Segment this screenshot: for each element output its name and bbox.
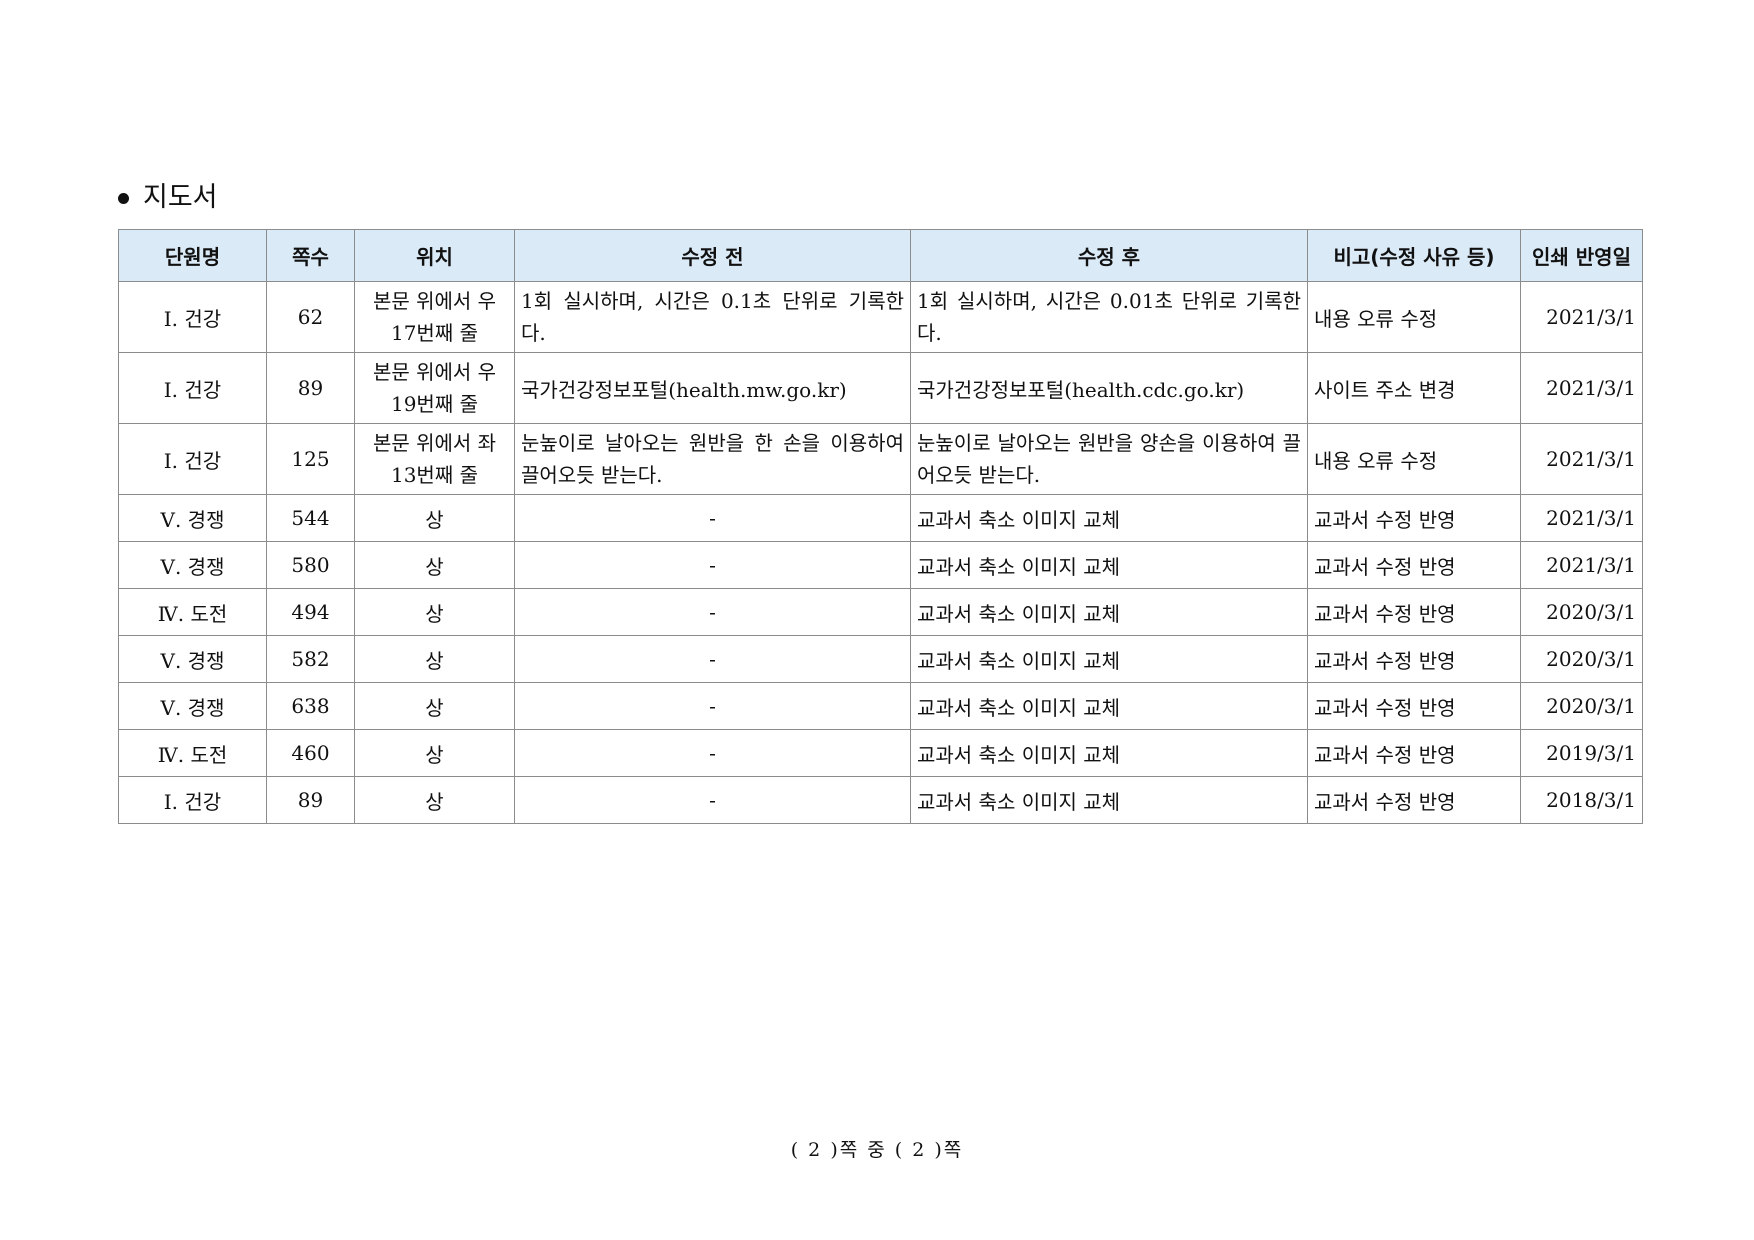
cell-unit: Ⅳ. 도전 (118, 729, 267, 777)
cell-page: 638 (266, 682, 355, 730)
cell-page: 62 (266, 281, 355, 353)
cell-note: 사이트 주소 변경 (1307, 352, 1521, 424)
cell-after: 교과서 축소 이미지 교체 (910, 588, 1308, 636)
cell-date: 2021/3/1 (1520, 281, 1643, 353)
table-row: Ⅴ. 경쟁 638 상 - 교과서 축소 이미지 교체 교과서 수정 반영 20… (118, 682, 1643, 730)
cell-position: 상 (354, 494, 515, 542)
table-row: Ⅰ. 건강 89 본문 위에서 우19번째 줄 국가건강정보포털(health.… (118, 352, 1643, 424)
header-position: 위치 (354, 229, 515, 282)
cell-page: 460 (266, 729, 355, 777)
page-footer: ( 2 )쪽 중 ( 2 )쪽 (790, 1139, 964, 1161)
cell-before: - (514, 541, 911, 589)
cell-page: 125 (266, 423, 355, 495)
table-row: Ⅴ. 경쟁 582 상 - 교과서 축소 이미지 교체 교과서 수정 반영 20… (118, 635, 1643, 683)
cell-position: 본문 위에서 좌13번째 줄 (354, 423, 515, 495)
cell-after: 눈높이로 날아오는 원반을 양손을 이용하여 끌어오듯 받는다. (910, 423, 1308, 495)
cell-note: 교과서 수정 반영 (1307, 541, 1521, 589)
cell-date: 2021/3/1 (1520, 494, 1643, 542)
cell-unit: Ⅰ. 건강 (118, 352, 267, 424)
cell-unit: Ⅴ. 경쟁 (118, 541, 267, 589)
header-after: 수정 후 (910, 229, 1308, 282)
header-unit: 단원명 (118, 229, 267, 282)
header-page: 쪽수 (266, 229, 355, 282)
cell-position: 상 (354, 635, 515, 683)
cell-after: 1회 실시하며, 시간은 0.01초 단위로 기록한다. (910, 281, 1308, 353)
cell-note: 교과서 수정 반영 (1307, 776, 1521, 824)
table-row: Ⅰ. 건강 62 본문 위에서 우17번째 줄 1회 실시하며, 시간은 0.1… (118, 281, 1643, 353)
cell-after: 교과서 축소 이미지 교체 (910, 541, 1308, 589)
cell-note: 내용 오류 수정 (1307, 423, 1521, 495)
cell-before: - (514, 494, 911, 542)
cell-before: - (514, 588, 911, 636)
cell-unit: Ⅰ. 건강 (118, 776, 267, 824)
cell-unit: Ⅰ. 건강 (118, 423, 267, 495)
cell-unit: Ⅳ. 도전 (118, 588, 267, 636)
cell-page: 89 (266, 352, 355, 424)
header-note: 비고(수정 사유 등) (1307, 229, 1521, 282)
cell-unit: Ⅴ. 경쟁 (118, 494, 267, 542)
cell-note: 교과서 수정 반영 (1307, 635, 1521, 683)
table-row: Ⅰ. 건강 89 상 - 교과서 축소 이미지 교체 교과서 수정 반영 201… (118, 776, 1643, 824)
cell-note: 내용 오류 수정 (1307, 281, 1521, 353)
cell-page: 89 (266, 776, 355, 824)
cell-date: 2021/3/1 (1520, 541, 1643, 589)
table-header-row: 단원명 쪽수 위치 수정 전 수정 후 비고(수정 사유 등) 인쇄 반영일 (118, 229, 1643, 282)
cell-date: 2020/3/1 (1520, 588, 1643, 636)
table-row: Ⅰ. 건강 125 본문 위에서 좌13번째 줄 눈높이로 날아오는 원반을 한… (118, 423, 1643, 495)
cell-after: 교과서 축소 이미지 교체 (910, 635, 1308, 683)
cell-page: 580 (266, 541, 355, 589)
cell-note: 교과서 수정 반영 (1307, 682, 1521, 730)
cell-note: 교과서 수정 반영 (1307, 729, 1521, 777)
errata-table: 단원명 쪽수 위치 수정 전 수정 후 비고(수정 사유 등) 인쇄 반영일 Ⅰ… (118, 229, 1643, 824)
cell-date: 2020/3/1 (1520, 635, 1643, 683)
cell-date: 2020/3/1 (1520, 682, 1643, 730)
cell-after: 국가건강정보포털(health.cdc.go.kr) (910, 352, 1308, 424)
cell-page: 582 (266, 635, 355, 683)
cell-before: 1회 실시하며, 시간은 0.1초 단위로 기록한다. (514, 281, 911, 353)
cell-date: 2019/3/1 (1520, 729, 1643, 777)
cell-before: - (514, 635, 911, 683)
cell-position: 상 (354, 588, 515, 636)
cell-unit: Ⅰ. 건강 (118, 281, 267, 353)
cell-before: - (514, 729, 911, 777)
header-before: 수정 전 (514, 229, 911, 282)
cell-note: 교과서 수정 반영 (1307, 588, 1521, 636)
table-row: Ⅴ. 경쟁 580 상 - 교과서 축소 이미지 교체 교과서 수정 반영 20… (118, 541, 1643, 589)
cell-date: 2021/3/1 (1520, 352, 1643, 424)
cell-before: 국가건강정보포털(health.mw.go.kr) (514, 352, 911, 424)
cell-before: - (514, 776, 911, 824)
cell-after: 교과서 축소 이미지 교체 (910, 494, 1308, 542)
header-print-date: 인쇄 반영일 (1520, 229, 1643, 282)
cell-after: 교과서 축소 이미지 교체 (910, 729, 1308, 777)
cell-page: 544 (266, 494, 355, 542)
table-row: Ⅳ. 도전 460 상 - 교과서 축소 이미지 교체 교과서 수정 반영 20… (118, 729, 1643, 777)
cell-page: 494 (266, 588, 355, 636)
cell-before: - (514, 682, 911, 730)
table-row: Ⅳ. 도전 494 상 - 교과서 축소 이미지 교체 교과서 수정 반영 20… (118, 588, 1643, 636)
cell-date: 2018/3/1 (1520, 776, 1643, 824)
cell-position: 상 (354, 682, 515, 730)
bullet-icon (118, 192, 129, 204)
cell-position: 본문 위에서 우17번째 줄 (354, 281, 515, 353)
cell-position: 상 (354, 541, 515, 589)
cell-note: 교과서 수정 반영 (1307, 494, 1521, 542)
cell-date: 2021/3/1 (1520, 423, 1643, 495)
section-title: 지도서 (143, 182, 218, 213)
cell-position: 상 (354, 776, 515, 824)
section-heading: 지도서 (118, 178, 218, 218)
cell-unit: Ⅴ. 경쟁 (118, 635, 267, 683)
cell-before: 눈높이로 날아오는 원반을 한 손을 이용하여 끌어오듯 받는다. (514, 423, 911, 495)
table-row: Ⅴ. 경쟁 544 상 - 교과서 축소 이미지 교체 교과서 수정 반영 20… (118, 494, 1643, 542)
cell-after: 교과서 축소 이미지 교체 (910, 682, 1308, 730)
cell-after: 교과서 축소 이미지 교체 (910, 776, 1308, 824)
cell-unit: Ⅴ. 경쟁 (118, 682, 267, 730)
cell-position: 상 (354, 729, 515, 777)
cell-position: 본문 위에서 우19번째 줄 (354, 352, 515, 424)
